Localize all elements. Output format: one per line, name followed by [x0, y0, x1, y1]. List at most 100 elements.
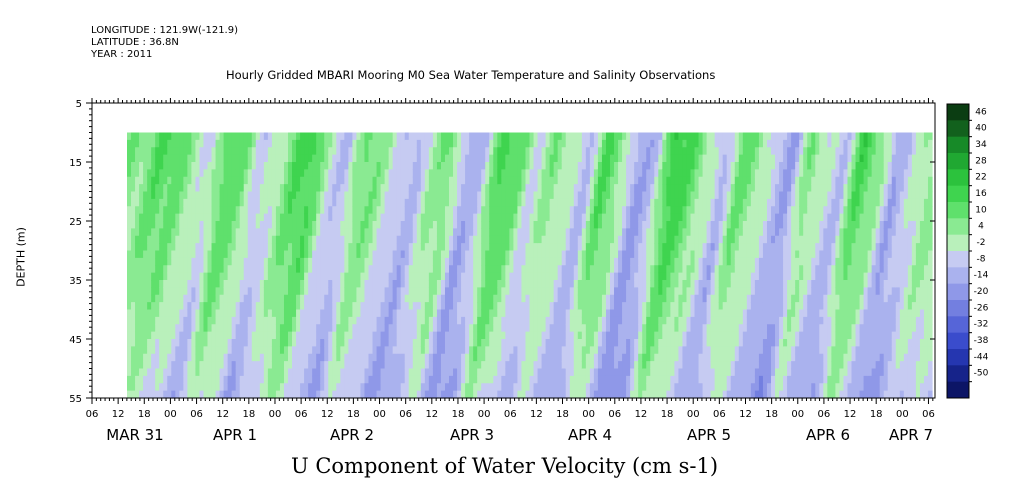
heatmap-cell — [573, 316, 579, 325]
heatmap-cell — [139, 147, 144, 156]
heatmap-cell — [573, 368, 579, 377]
heatmap-cell — [392, 361, 398, 370]
heatmap-cell — [223, 302, 229, 311]
heatmap-cell — [505, 191, 510, 200]
heatmap-cell — [131, 309, 136, 318]
heatmap-cell — [485, 309, 490, 318]
heatmap-cell — [654, 162, 659, 170]
heatmap-cell — [626, 265, 631, 274]
heatmap-cell — [147, 316, 152, 325]
heatmap-cell — [509, 169, 515, 178]
heatmap-cell — [662, 265, 667, 274]
heatmap-cell — [614, 309, 619, 318]
heatmap-cell — [678, 154, 684, 163]
heatmap-cell — [622, 176, 627, 185]
heatmap-cell — [469, 375, 474, 384]
heatmap-cell — [630, 353, 635, 362]
heatmap-cell — [356, 368, 362, 377]
heatmap-cell — [199, 316, 205, 325]
heatmap-cell — [380, 375, 386, 384]
heatmap-cell — [388, 316, 394, 325]
heatmap-cell — [453, 309, 458, 318]
heatmap-cell — [477, 368, 482, 377]
heatmap-cell — [513, 331, 519, 340]
heatmap-cell — [131, 213, 136, 222]
heatmap-cell — [501, 331, 506, 340]
heatmap-cell — [650, 324, 655, 333]
heatmap-cell — [308, 375, 313, 384]
heatmap-cell — [424, 221, 430, 229]
heatmap-cell — [143, 272, 148, 281]
heatmap-cell — [167, 132, 172, 141]
heatmap-cell — [251, 324, 257, 333]
heatmap-cell — [388, 176, 394, 185]
heatmap-cell — [501, 316, 506, 325]
heatmap-cell — [436, 132, 442, 141]
heatmap-cell — [255, 154, 261, 163]
heatmap-cell — [557, 309, 563, 318]
heatmap-cell — [420, 339, 426, 347]
heatmap-cell — [267, 287, 273, 296]
heatmap-cell — [553, 331, 559, 340]
heatmap-cell — [521, 184, 527, 193]
heatmap-cell — [320, 390, 325, 399]
heatmap-cell — [505, 139, 510, 148]
heatmap-cell — [489, 139, 494, 148]
heatmap-cell — [457, 346, 462, 355]
heatmap-cell — [581, 176, 587, 185]
heatmap-cell — [601, 176, 607, 185]
heatmap-cell — [553, 316, 559, 325]
heatmap-cell — [444, 331, 450, 340]
heatmap-cell — [408, 191, 414, 200]
heatmap-cell — [239, 316, 245, 325]
heatmap-cell — [674, 250, 680, 259]
heatmap-cell — [139, 316, 144, 325]
heatmap-cell — [662, 250, 667, 259]
heatmap-cell — [678, 265, 684, 274]
heatmap-cell — [553, 339, 559, 347]
heatmap-cell — [565, 280, 571, 288]
heatmap-cell — [251, 235, 257, 244]
heatmap-cell — [336, 154, 341, 163]
heatmap-cell — [646, 361, 651, 370]
heatmap-cell — [267, 316, 273, 325]
heatmap-cell — [384, 198, 390, 207]
heatmap-cell — [356, 198, 362, 207]
heatmap-cell — [372, 184, 378, 193]
heatmap-cell — [396, 184, 402, 193]
heatmap-cell — [207, 368, 213, 377]
heatmap-cell — [235, 191, 241, 200]
heatmap-cell — [618, 272, 623, 281]
heatmap-cell — [549, 147, 555, 156]
heatmap-cell — [408, 339, 414, 347]
heatmap-cell — [469, 235, 474, 244]
heatmap-cell — [288, 375, 293, 384]
heatmap-cell — [569, 132, 575, 141]
heatmap-cell — [259, 139, 265, 148]
heatmap-cell — [497, 280, 502, 288]
heatmap-cell — [344, 272, 349, 281]
heatmap-cell — [356, 353, 362, 362]
heatmap-cell — [364, 346, 370, 355]
heatmap-cell — [175, 147, 180, 156]
heatmap-cell — [179, 184, 184, 193]
heatmap-cell — [622, 339, 627, 347]
heatmap-cell — [199, 375, 205, 384]
heatmap-cell — [388, 302, 394, 311]
heatmap-cell — [449, 147, 454, 156]
heatmap-cell — [388, 162, 394, 170]
heatmap-cell — [505, 339, 510, 347]
heatmap-cell — [259, 339, 265, 347]
heatmap-cell — [352, 294, 358, 303]
heatmap-cell — [336, 162, 341, 170]
heatmap-cell — [259, 346, 265, 355]
heatmap-cell — [577, 287, 583, 296]
heatmap-cell — [279, 169, 285, 178]
heatmap-cell — [553, 375, 559, 384]
heatmap-cell — [654, 280, 659, 288]
heatmap-cell — [593, 235, 599, 244]
heatmap-cell — [223, 272, 229, 281]
heatmap-cell — [380, 272, 386, 281]
heatmap-cell — [259, 191, 265, 200]
heatmap-cell — [143, 353, 148, 362]
